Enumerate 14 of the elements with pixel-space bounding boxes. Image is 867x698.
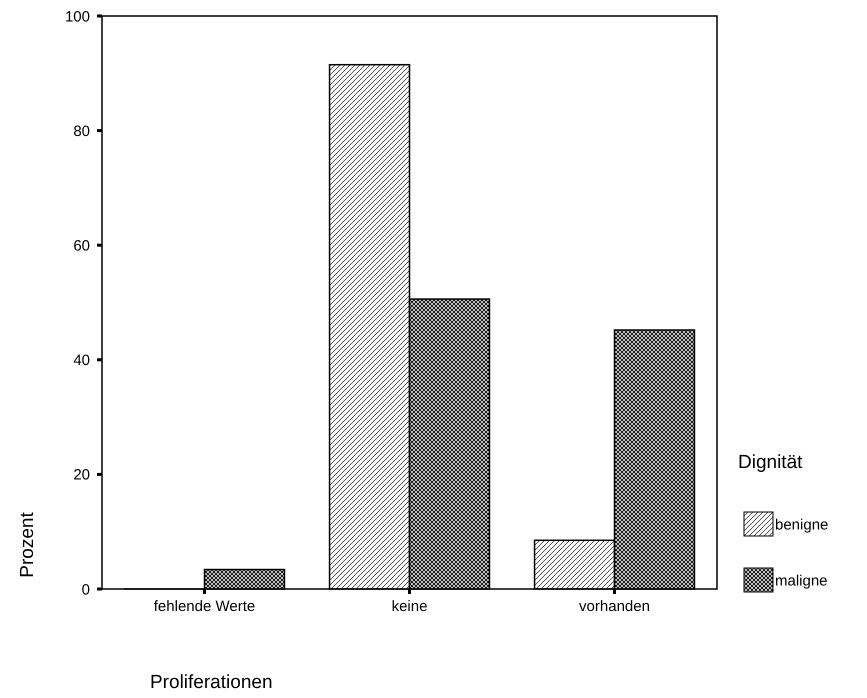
y-tick-label: 60 — [73, 237, 90, 254]
y-axis-title: Prozent — [17, 512, 38, 578]
x-axis-title: Proliferationen — [150, 672, 273, 693]
y-tick-label: 80 — [73, 122, 90, 140]
legend-title: Dignität — [738, 452, 804, 473]
x-tick-label: vorhanden — [579, 598, 650, 615]
x-tick-label: keine — [392, 598, 428, 615]
legend-label: benigne — [775, 516, 828, 534]
y-tick-label: 40 — [73, 352, 90, 370]
legend-label: maligne — [775, 572, 828, 590]
x-tick-label: fehlende Werte — [154, 598, 256, 615]
y-tick-label: 20 — [73, 466, 90, 484]
y-tick-label: 0 — [82, 581, 90, 598]
y-tick-label: 100 — [64, 8, 90, 26]
